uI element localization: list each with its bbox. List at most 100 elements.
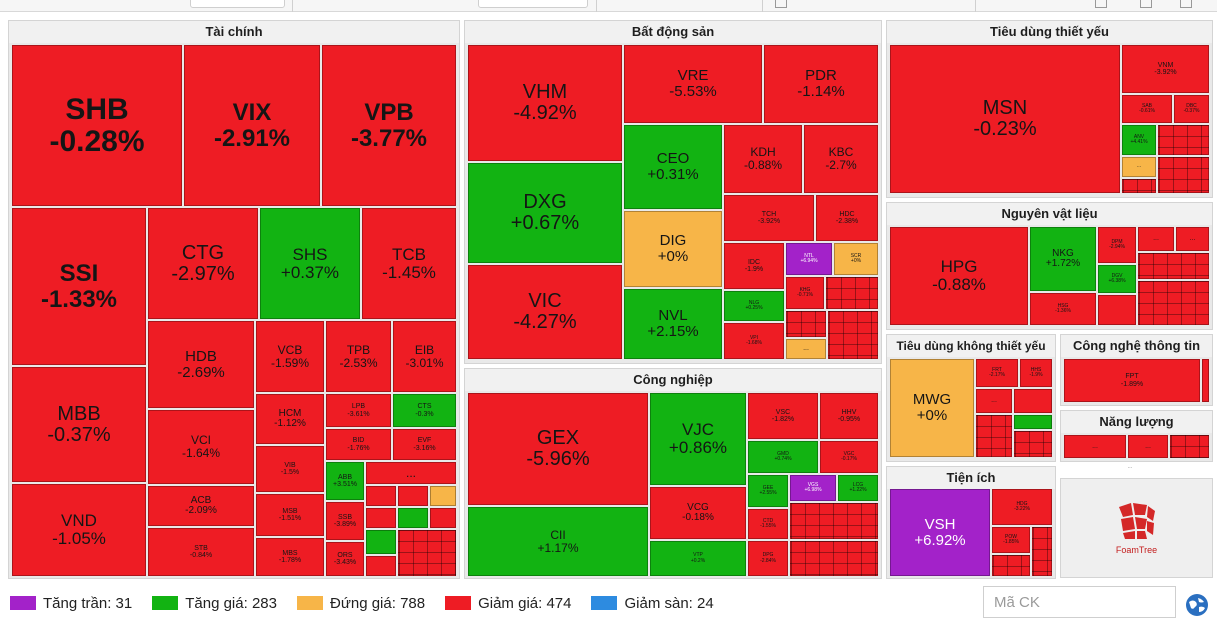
list-icon[interactable] [1095, 0, 1107, 8]
tile-shb[interactable]: SHB -0.28% [12, 45, 182, 206]
tile-tch[interactable]: TCH -3.92% [724, 195, 814, 241]
tile-ceo[interactable]: CEO +0.31% [624, 125, 722, 209]
tile-dig[interactable]: DIG +0% [624, 211, 722, 287]
tile-gmd[interactable]: GMD +0.74% [748, 441, 818, 473]
tile-vhm[interactable]: VHM -4.92% [468, 45, 622, 161]
tile-mosaic[interactable] [976, 415, 1012, 457]
tile-mosaic[interactable] [992, 555, 1030, 576]
tile-mosaic[interactable] [828, 311, 878, 359]
tile-mosaic[interactable] [1158, 157, 1209, 193]
tile-nlg[interactable]: NLG +0.25% [724, 291, 784, 321]
tile-khg[interactable]: KHG -0.71% [786, 277, 824, 309]
tile-pdr[interactable]: PDR -1.14% [764, 45, 878, 123]
tile-vic[interactable]: VIC -4.27% [468, 265, 622, 359]
tile-vgc[interactable]: VGC -0.17% [820, 441, 878, 473]
tile-vtp[interactable]: VTP +0.2% [650, 541, 746, 576]
tile-mini[interactable] [1014, 389, 1052, 413]
top-dropdown-2[interactable] [478, 0, 588, 8]
tile-mini[interactable] [430, 486, 456, 506]
legend-floor[interactable]: Giảm sàn: 24 [591, 595, 714, 612]
tile-scr[interactable]: SCR +0% [834, 243, 878, 275]
tile-hcm[interactable]: HCM -1.12% [256, 394, 324, 444]
tile-msb[interactable]: MSB -1.51% [256, 494, 324, 536]
tile-evf[interactable]: EVF -3.16% [393, 429, 456, 460]
tile-vib[interactable]: VIB -1.5% [256, 446, 324, 492]
tile-mosaic[interactable] [786, 311, 826, 337]
tile-more[interactable]: ... [1128, 435, 1168, 458]
tile-vcb[interactable]: VCB -1.59% [256, 321, 324, 392]
tile-nkg[interactable]: NKG +1.72% [1030, 227, 1096, 291]
tile-kbc[interactable]: KBC -2.7% [804, 125, 878, 193]
tile-mini[interactable] [1014, 415, 1052, 429]
tile-mini[interactable] [430, 508, 456, 528]
tile-vnm[interactable]: VNM -3.92% [1122, 45, 1209, 93]
tile-mosaic[interactable] [790, 503, 878, 539]
legend-ceiling[interactable]: Tăng trần: 31 [10, 595, 132, 612]
tile-shs[interactable]: SHS +0.37% [260, 208, 360, 319]
tile-dgv[interactable]: DGV +6.38% [1098, 265, 1136, 293]
tile-dpm[interactable]: DPM -2.94% [1098, 227, 1136, 263]
tile-mosaic[interactable] [1032, 527, 1052, 576]
tile-mosaic[interactable] [1138, 253, 1209, 279]
stock-code-search-input[interactable] [983, 586, 1176, 618]
tile-more[interactable]: ... [1176, 227, 1209, 251]
tile-ssi[interactable]: SSI -1.33% [12, 208, 146, 365]
tile-dxg[interactable]: DXG +0.67% [468, 163, 622, 263]
tile-dbc[interactable]: DBC -0.37% [1174, 95, 1209, 123]
tile-dpg[interactable]: DPG -2.84% [748, 541, 788, 576]
tile-mwg[interactable]: MWG +0% [890, 359, 974, 457]
tile-mosaic[interactable] [1122, 179, 1156, 193]
tile-gee[interactable]: GEE +2.55% [748, 475, 788, 507]
tile-cii[interactable]: CII +1.17% [468, 507, 648, 576]
tile-mini[interactable] [366, 530, 396, 554]
tile-vnd[interactable]: VND -1.05% [12, 484, 146, 576]
tile-ssb[interactable]: SSB -3.89% [326, 502, 364, 540]
tile-hhs[interactable]: HHS -1.9% [1020, 359, 1052, 387]
tile-vci[interactable]: VCI -1.64% [148, 410, 254, 484]
tile-eib[interactable]: EIB -3.01% [393, 321, 456, 392]
tile-vpi[interactable]: VPI -1.68% [724, 323, 784, 359]
tile-mini[interactable] [398, 486, 428, 506]
tile-fpt[interactable]: FPT -1.89% [1064, 359, 1200, 402]
tile-mini[interactable] [366, 508, 396, 528]
tile-kdh[interactable]: KDH -0.88% [724, 125, 802, 193]
tile-mosaic[interactable] [398, 530, 456, 576]
tile-mosaic[interactable] [1158, 125, 1209, 155]
tile-vcg[interactable]: VCG -0.18% [650, 487, 746, 539]
chart-icon[interactable] [775, 0, 787, 8]
tile-pow[interactable]: POW -1.85% [992, 527, 1030, 553]
tile-more[interactable]: ... [366, 462, 456, 484]
tile-more[interactable]: ... [1138, 227, 1174, 251]
tile-more[interactable]: ... [786, 339, 826, 359]
tile-mosaic[interactable] [1138, 281, 1209, 325]
legend-up[interactable]: Tăng giá: 283 [152, 595, 277, 612]
legend-flat[interactable]: Đứng giá: 788 [296, 595, 425, 612]
tile-vix[interactable]: VIX -2.91% [184, 45, 320, 206]
tile-nvl[interactable]: NVL +2.15% [624, 289, 722, 359]
tile-cts[interactable]: CTS -0.3% [393, 394, 456, 427]
tile-lpb[interactable]: LPB -3.61% [326, 394, 391, 427]
tile-mini[interactable] [1202, 359, 1209, 402]
tile-mosaic[interactable] [826, 277, 878, 309]
tile-more[interactable]: ... [1122, 157, 1156, 177]
tile-gex[interactable]: GEX -5.96% [468, 393, 648, 505]
tile-bid[interactable]: BID -1.76% [326, 429, 391, 460]
globe-icon[interactable] [1185, 593, 1209, 617]
tile-vsc[interactable]: VSC -1.82% [748, 393, 818, 439]
tile-mini[interactable] [366, 556, 396, 576]
tile-vgs[interactable]: VGS +6.98% [790, 475, 836, 501]
tile-hpg[interactable]: HPG -0.88% [890, 227, 1028, 325]
tile-ors[interactable]: ORS -3.43% [326, 542, 364, 576]
tile-stb[interactable]: STB -0.84% [148, 528, 254, 576]
tile-hsg[interactable]: HSG -1.36% [1030, 293, 1096, 325]
top-dropdown-1[interactable] [190, 0, 285, 8]
table-icon[interactable] [1140, 0, 1152, 8]
tile-hhv[interactable]: HHV -0.95% [820, 393, 878, 439]
tile-vsh[interactable]: VSH +6.92% [890, 489, 990, 576]
tile-mbs[interactable]: MBS -1.78% [256, 538, 324, 576]
grid-icon[interactable] [1180, 0, 1192, 8]
tile-mini[interactable] [366, 486, 396, 506]
tile-ntl[interactable]: NTL +6.94% [786, 243, 832, 275]
tile-vre[interactable]: VRE -5.53% [624, 45, 762, 123]
tile-more[interactable]: ... [976, 389, 1012, 413]
